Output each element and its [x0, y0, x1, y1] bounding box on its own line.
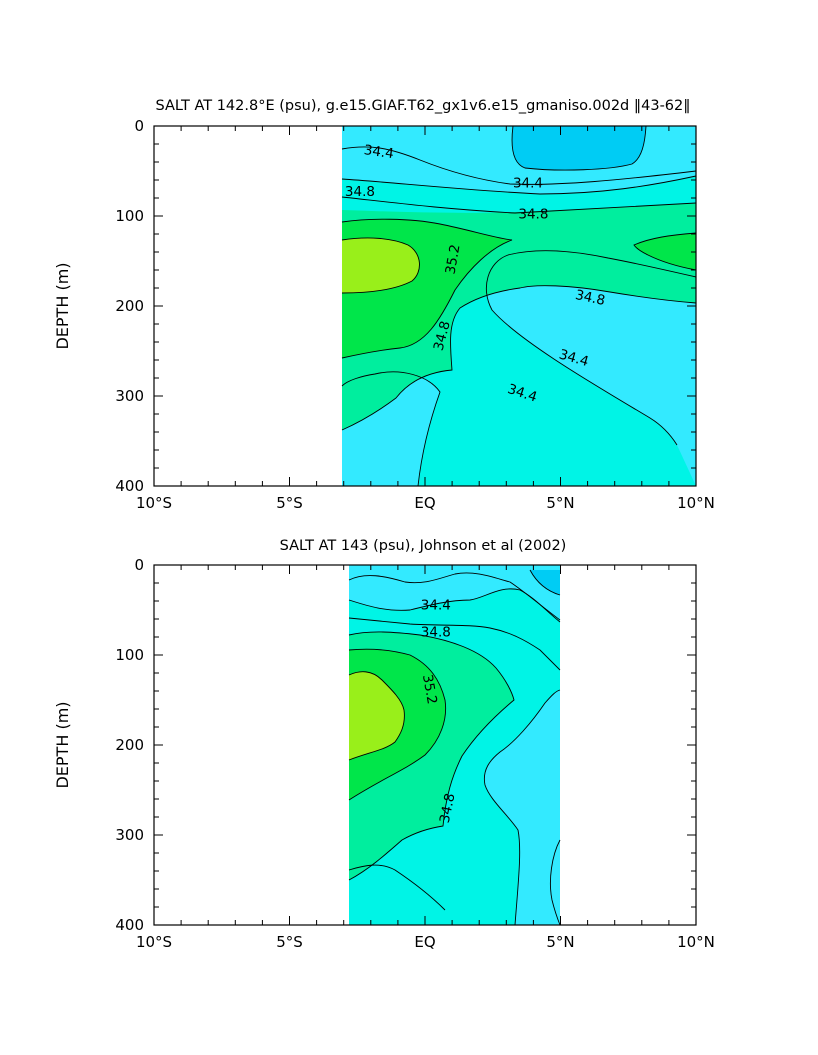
bottom-x-axis: 10°S 5°S EQ 5°N 10°N	[136, 565, 715, 951]
contour-label-text: 34.4	[557, 346, 590, 370]
bottom-contour-34-8	[348, 631, 515, 881]
top-contour-35-2	[341, 237, 420, 294]
contour-label: 34.8	[421, 625, 451, 641]
contour-label: 34.8	[345, 184, 375, 200]
top-contour-34-6-lower	[341, 371, 441, 487]
top-band-high-north	[634, 233, 696, 270]
y-tick-label: 400	[115, 477, 144, 495]
x-tick-label: 5°N	[546, 933, 574, 951]
contour-label-text: 34.8	[431, 319, 454, 352]
bottom-panel: SALT AT 143 (psu), Johnson et al (2002)	[53, 538, 715, 951]
bottom-y-axis-label: DEPTH (m)	[53, 701, 72, 788]
bottom-contour-labels: 34.4 34.8 35.2 34.8	[419, 598, 459, 825]
top-contour-35-0-north	[633, 232, 697, 271]
y-tick-label: 100	[115, 207, 144, 225]
top-panel-title: SALT AT 142.8°E (psu), g.e15.GIAF.T62_gx…	[156, 98, 691, 114]
top-contour-fresh-core	[511, 125, 647, 171]
top-contour-34-6-upper	[341, 175, 697, 195]
bottom-contour-corner-lower	[549, 839, 561, 926]
bottom-contour-mid-lower	[348, 864, 446, 911]
bottom-y-axis: 0 100 200 300 400	[115, 556, 696, 934]
contour-label-text: 34.4	[513, 176, 543, 192]
bottom-contour-c	[348, 617, 561, 671]
top-panel-frame	[153, 125, 697, 487]
top-band-highest	[342, 237, 420, 293]
top-contour-34-8-lower	[341, 285, 697, 431]
contour-label: 35.2	[443, 243, 464, 275]
y-tick-label: 200	[115, 297, 144, 315]
top-contour-labels: 34.434.434.834.835.234.834.834.434.4	[345, 142, 607, 405]
top-panel-plot-area	[341, 125, 697, 487]
contour-label-text: 34.8	[574, 287, 607, 309]
bottom-band-fresh-corner	[530, 570, 560, 595]
contour-label: 34.8	[518, 206, 548, 222]
contour-label: 35.2	[419, 673, 440, 705]
top-contour-lines	[341, 125, 697, 487]
x-tick-label: 5°S	[276, 494, 303, 512]
top-x-axis: 10°S 5°S EQ 5°N 10°N	[136, 126, 715, 512]
y-tick-label: 400	[115, 916, 144, 934]
contour-label-text: 34.8	[421, 625, 451, 641]
x-tick-label: 10°N	[677, 933, 715, 951]
bottom-contour-34-6-lower	[483, 689, 561, 926]
bottom-panel-title: SALT AT 143 (psu), Johnson et al (2002)	[280, 538, 567, 554]
bottom-contour-b	[348, 588, 561, 623]
x-tick-label: 5°S	[276, 933, 303, 951]
x-tick-label: EQ	[414, 494, 435, 512]
top-y-axis-label: DEPTH (m)	[53, 262, 72, 349]
bottom-contour-35-0	[348, 648, 447, 801]
y-tick-label: 0	[134, 117, 144, 135]
contour-label-text: 34.8	[437, 792, 459, 825]
x-tick-label: 10°S	[136, 494, 172, 512]
y-tick-label: 300	[115, 387, 144, 405]
contour-label: 34.8	[431, 319, 454, 352]
contour-label-text: 34.4	[421, 598, 451, 614]
y-tick-label: 200	[115, 736, 144, 754]
contour-label: 34.8	[574, 287, 607, 309]
contour-label: 34.4	[513, 176, 543, 192]
contour-label: 34.4	[421, 598, 451, 614]
y-tick-label: 100	[115, 646, 144, 664]
contour-label-text: 34.4	[363, 142, 395, 162]
bottom-band-highest	[349, 671, 405, 760]
contour-label: 34.4	[363, 142, 395, 162]
bottom-band-fresh-lower	[484, 690, 560, 925]
contour-label-text: 35.2	[443, 243, 464, 275]
bottom-contour-d	[529, 569, 561, 596]
y-tick-label: 300	[115, 826, 144, 844]
bottom-contour-35-2	[348, 671, 405, 761]
y-tick-label: 0	[134, 556, 144, 574]
bottom-panel-frame	[153, 564, 697, 926]
bottom-contour-lines	[348, 569, 561, 926]
top-contour-34-4-upper	[341, 146, 697, 185]
x-tick-label: 10°N	[677, 494, 715, 512]
top-band-fresh-core	[512, 126, 646, 171]
contour-label: 34.8	[437, 792, 459, 825]
x-tick-label: 5°N	[546, 494, 574, 512]
contour-label: 34.4	[557, 346, 590, 370]
contour-label-text: 35.2	[419, 673, 440, 705]
top-contour-34-4-lower	[485, 250, 697, 446]
top-y-axis: 0 100 200 300 400	[115, 117, 696, 495]
contour-label-text: 34.8	[518, 206, 548, 222]
top-contour-34-8-upper	[341, 196, 697, 214]
x-tick-label: 10°S	[136, 933, 172, 951]
top-contour-35-0	[341, 218, 513, 359]
bottom-panel-plot-area	[348, 565, 561, 926]
contour-label-text: 34.8	[345, 184, 375, 200]
x-tick-label: EQ	[414, 933, 435, 951]
bottom-band-fresh-top	[349, 565, 560, 620]
top-panel: SALT AT 142.8°E (psu), g.e15.GIAF.T62_gx…	[53, 98, 715, 512]
